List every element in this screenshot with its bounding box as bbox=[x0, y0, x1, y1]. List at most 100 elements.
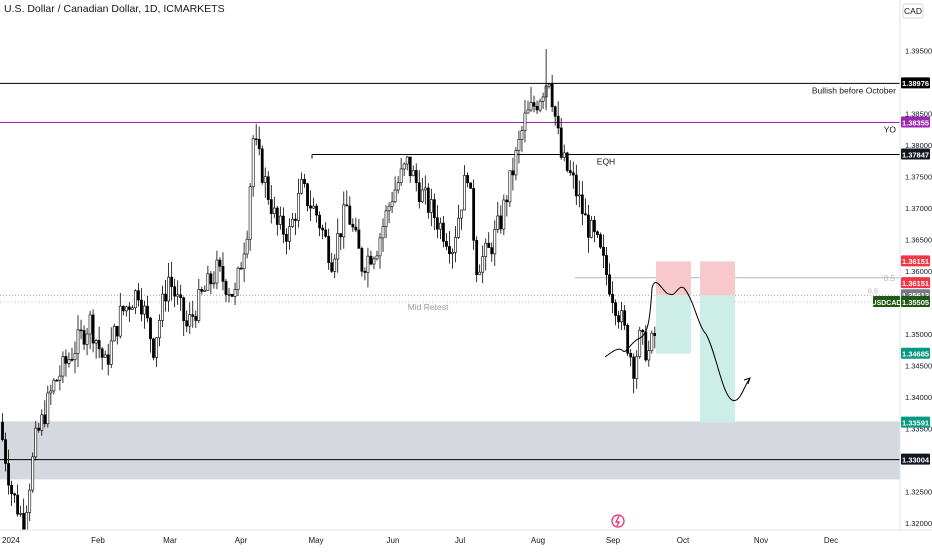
candle-body bbox=[505, 199, 509, 203]
candle-body bbox=[79, 329, 83, 332]
tag-price-1-text: 1.36151 bbox=[902, 279, 929, 288]
x-tick-label: Jul bbox=[455, 536, 465, 545]
candle bbox=[559, 118, 563, 160]
candle-body bbox=[535, 105, 539, 111]
candle bbox=[384, 205, 388, 239]
currency-label: CAD bbox=[904, 6, 922, 16]
candle bbox=[547, 82, 551, 89]
tag-bullish-text: 1.38976 bbox=[902, 79, 929, 88]
time-axis[interactable]: 2024 Feb Mar Apr May Jun Jul Aug Sep Oct Nov Dec bbox=[0, 514, 932, 550]
candle-body bbox=[248, 186, 252, 240]
candle bbox=[248, 183, 252, 251]
y-tick-label: 1.35000 bbox=[905, 330, 932, 339]
candle-body bbox=[553, 106, 557, 117]
candle bbox=[257, 126, 261, 156]
candle-body bbox=[112, 326, 116, 342]
y-tick-label: 1.37500 bbox=[905, 172, 932, 181]
candle bbox=[40, 409, 44, 436]
candle bbox=[188, 302, 192, 335]
candle-body bbox=[100, 348, 104, 358]
symbol-tag: USDCAD bbox=[872, 296, 901, 308]
candle-body bbox=[152, 338, 155, 358]
candle bbox=[281, 207, 285, 244]
candle-body bbox=[1, 421, 4, 440]
candle bbox=[478, 264, 482, 276]
candle-body bbox=[28, 489, 32, 513]
candle-body bbox=[451, 252, 454, 255]
candle bbox=[411, 165, 415, 177]
candle bbox=[182, 296, 186, 337]
x-tick-label: Nov bbox=[754, 536, 768, 545]
candle bbox=[251, 135, 255, 197]
candle-body bbox=[402, 163, 406, 170]
candle bbox=[469, 182, 473, 189]
candle bbox=[37, 422, 41, 433]
candle bbox=[617, 310, 620, 329]
candle bbox=[565, 151, 569, 173]
candle bbox=[82, 325, 86, 350]
x-tick-label: Jun bbox=[387, 536, 400, 545]
candle bbox=[152, 337, 155, 361]
event-icon[interactable] bbox=[611, 514, 625, 528]
candle bbox=[451, 248, 454, 269]
candle bbox=[442, 216, 445, 248]
candle bbox=[115, 326, 119, 345]
candle-body bbox=[173, 286, 177, 297]
candle-body bbox=[605, 255, 608, 276]
candle bbox=[505, 195, 509, 217]
candle bbox=[399, 158, 403, 186]
candle bbox=[381, 218, 385, 252]
candle-body bbox=[638, 329, 642, 357]
tag-price-0-text: 1.36151 bbox=[902, 257, 929, 266]
candle-body bbox=[354, 226, 358, 231]
candle-body bbox=[7, 463, 10, 486]
tag-key-level: 1.33004 bbox=[901, 453, 930, 465]
candle-body bbox=[445, 241, 448, 247]
candle bbox=[112, 323, 116, 342]
x-tick-label: Apr bbox=[235, 536, 248, 545]
candle-body bbox=[586, 214, 590, 238]
candle-body bbox=[227, 293, 231, 296]
currency-box[interactable] bbox=[902, 3, 924, 19]
x-tick-label: Oct bbox=[677, 536, 690, 545]
candle bbox=[490, 242, 494, 262]
level-label-bullish: Bullish before October bbox=[812, 85, 896, 95]
candle bbox=[146, 296, 149, 323]
candle-body bbox=[541, 96, 545, 102]
x-tick-label: Sep bbox=[606, 536, 621, 545]
candle bbox=[124, 305, 128, 317]
candle bbox=[288, 218, 291, 250]
y-tick-label: 1.36500 bbox=[905, 235, 932, 244]
candle bbox=[514, 147, 518, 181]
tag-key-level-text: 1.33004 bbox=[902, 455, 930, 464]
tag-price-4-text: 1.34685 bbox=[902, 349, 929, 358]
candle bbox=[520, 125, 524, 153]
candle-body bbox=[34, 427, 38, 458]
candle bbox=[215, 250, 219, 290]
candle-body bbox=[626, 325, 630, 354]
candle bbox=[233, 282, 237, 306]
candle bbox=[487, 232, 491, 248]
candle-body bbox=[70, 359, 74, 361]
event-icon-circle[interactable] bbox=[611, 514, 625, 528]
candle-body bbox=[399, 168, 403, 184]
candle-body bbox=[574, 174, 578, 197]
candle bbox=[336, 218, 340, 273]
tag-eqh-text: 1.37847 bbox=[902, 150, 929, 159]
y-tick-label: 1.32000 bbox=[905, 519, 932, 528]
candle-body bbox=[632, 356, 636, 379]
candle-body bbox=[460, 209, 463, 219]
y-tick-label: 1.34500 bbox=[905, 361, 932, 370]
candle bbox=[49, 384, 53, 405]
candle-body bbox=[381, 226, 385, 239]
candle bbox=[176, 280, 180, 305]
candle bbox=[85, 327, 89, 356]
candle bbox=[605, 246, 608, 286]
candle-body bbox=[191, 314, 195, 317]
candle-body bbox=[411, 170, 415, 177]
candle bbox=[580, 181, 584, 226]
candle-body bbox=[321, 227, 325, 231]
candle bbox=[312, 197, 315, 209]
